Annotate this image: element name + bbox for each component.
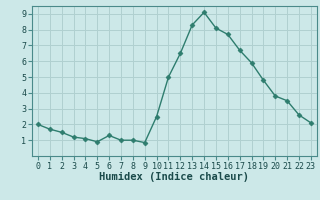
X-axis label: Humidex (Indice chaleur): Humidex (Indice chaleur) — [100, 172, 249, 182]
